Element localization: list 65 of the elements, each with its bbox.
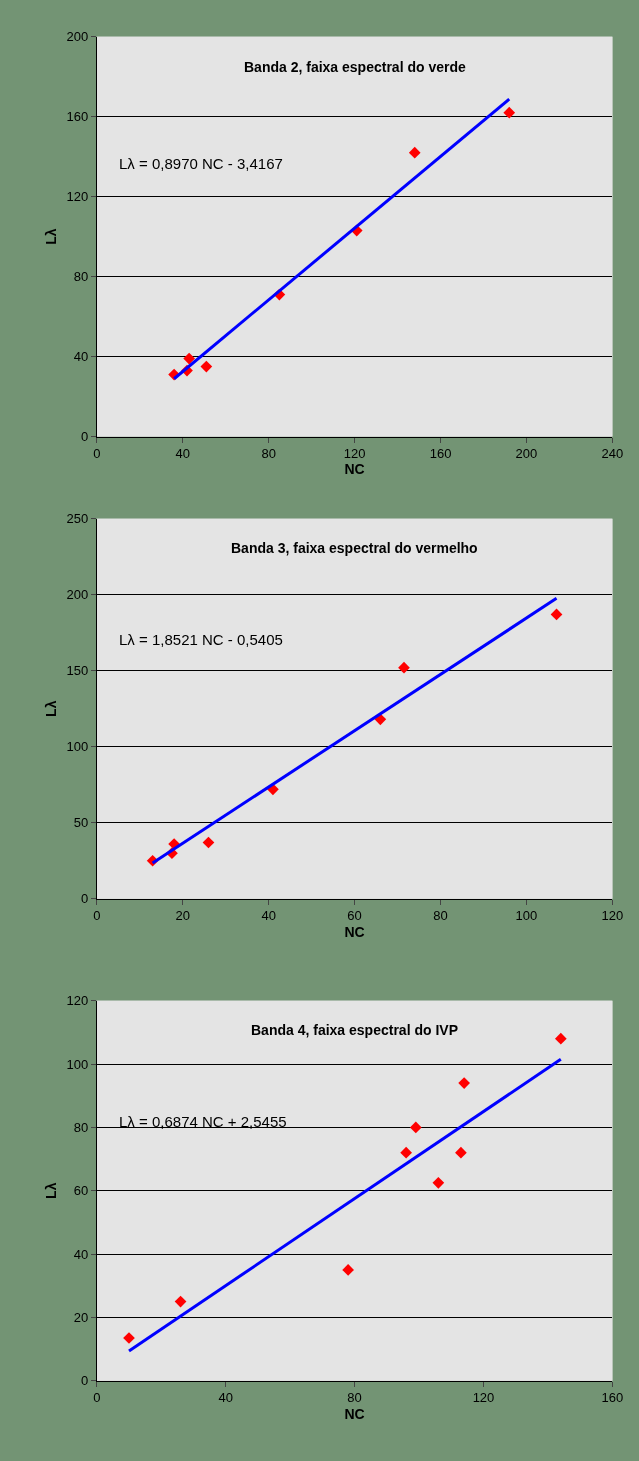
point bbox=[408, 146, 421, 159]
x-tick-label: 0 bbox=[93, 908, 101, 924]
x-tick-label: 0 bbox=[93, 446, 101, 462]
point bbox=[455, 1146, 467, 1159]
x-axis-title: NC bbox=[344, 1405, 365, 1422]
y-tick-label: 60 bbox=[73, 1183, 89, 1199]
y-tick-label: 40 bbox=[73, 349, 89, 365]
x-tick-label: 120 bbox=[472, 1390, 495, 1406]
point bbox=[398, 661, 410, 674]
x-tick-label: 40 bbox=[175, 446, 190, 462]
y-axis-title: Lλ bbox=[43, 700, 60, 717]
y-tick-label: 160 bbox=[66, 109, 89, 125]
y-tick-label: 50 bbox=[73, 815, 89, 831]
x-tick-label: 120 bbox=[601, 908, 624, 924]
x-tick-label: 20 bbox=[175, 908, 190, 924]
y-tick-label: 40 bbox=[73, 1246, 89, 1262]
y-axis-title: Lλ bbox=[43, 1182, 60, 1199]
y-tick-label: 250 bbox=[66, 511, 89, 527]
point bbox=[550, 608, 563, 621]
y-tick-label: 200 bbox=[66, 587, 89, 603]
x-tick-label: 200 bbox=[515, 446, 538, 462]
y-tick-label: 120 bbox=[66, 189, 89, 205]
point bbox=[200, 360, 213, 373]
x-tick-label: 40 bbox=[218, 1390, 233, 1406]
x-tick-label: 60 bbox=[347, 908, 362, 924]
point bbox=[458, 1077, 470, 1089]
x-axis-title: NC bbox=[344, 923, 365, 940]
y-tick-label: 0 bbox=[80, 1373, 89, 1389]
x-axis-title: NC bbox=[344, 461, 365, 478]
x-tick-label: 240 bbox=[601, 446, 624, 462]
text: Banda 2, faixa espectral do verde bbox=[244, 59, 466, 75]
x-tick-label: 80 bbox=[261, 446, 276, 462]
y-tick-label: 100 bbox=[66, 739, 89, 755]
annotation: Lλ = 0,8970 NC - 3,4167 bbox=[119, 155, 283, 172]
y-tick-label: 0 bbox=[80, 891, 89, 907]
annotation: Lλ = 1,8521 NC - 0,5405 bbox=[119, 631, 283, 648]
annotation: Lλ = 0,6874 NC + 2,5455 bbox=[119, 1113, 287, 1130]
x-tick-label: 40 bbox=[261, 908, 276, 924]
x-tick-label: 120 bbox=[343, 446, 366, 462]
x-tick-label: 80 bbox=[347, 1390, 362, 1406]
y-tick-label: 20 bbox=[73, 1309, 89, 1325]
point bbox=[400, 1146, 412, 1159]
point bbox=[409, 1121, 422, 1134]
y-axis-title: Lλ bbox=[43, 228, 60, 245]
point bbox=[432, 1176, 445, 1189]
text: Banda 4, faixa espectral do IVP bbox=[251, 1022, 458, 1038]
point bbox=[503, 106, 516, 119]
x-tick-label: 160 bbox=[429, 446, 452, 462]
y-tick-label: 80 bbox=[73, 269, 89, 285]
x-tick-label: 160 bbox=[601, 1390, 624, 1406]
x-tick-label: 100 bbox=[515, 908, 538, 924]
y-tick-label: 150 bbox=[66, 663, 89, 679]
point bbox=[554, 1032, 567, 1045]
y-tick-label: 200 bbox=[66, 29, 89, 45]
y-tick-label: 120 bbox=[66, 993, 89, 1009]
text: Banda 3, faixa espectral do vermelho bbox=[231, 540, 478, 556]
point bbox=[183, 352, 195, 365]
point bbox=[174, 1295, 187, 1308]
point bbox=[202, 836, 215, 849]
x-tick-label: 0 bbox=[93, 1390, 101, 1406]
point bbox=[342, 1264, 354, 1276]
y-tick-label: 100 bbox=[66, 1056, 89, 1072]
y-tick-label: 0 bbox=[80, 429, 89, 445]
y-tick-label: 80 bbox=[73, 1119, 89, 1135]
x-tick-label: 80 bbox=[433, 908, 448, 924]
